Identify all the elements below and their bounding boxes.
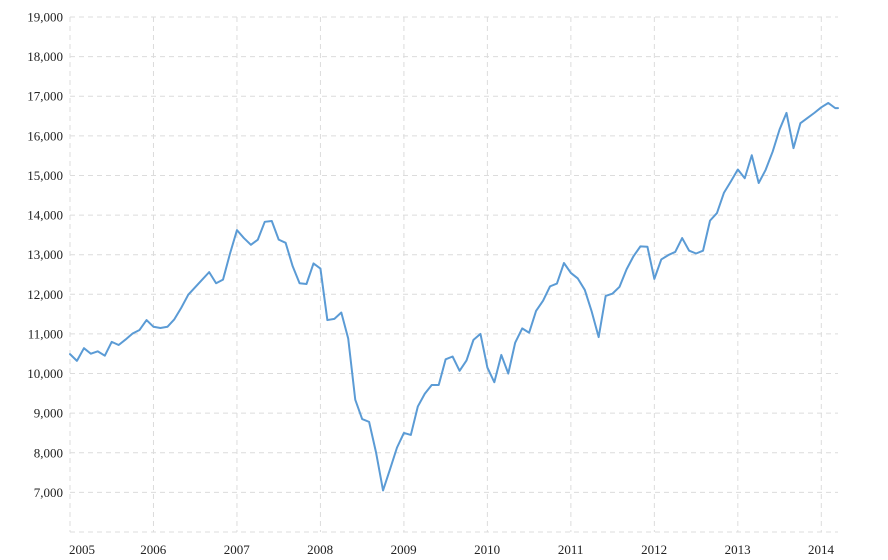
y-tick-label: 16,000 xyxy=(27,128,63,143)
y-tick-label: 9,000 xyxy=(34,406,63,421)
y-tick-label: 15,000 xyxy=(27,168,63,183)
y-tick-label: 18,000 xyxy=(27,49,63,64)
x-tick-label: 2005 xyxy=(69,542,95,557)
x-axis-ticks: 2005 2006 2007 2008 2009 2010 2011 2012 2013 2014 xyxy=(69,542,835,557)
x-tick-label: 2011 xyxy=(558,542,584,557)
series-group xyxy=(69,101,839,492)
y-tick-label: 14,000 xyxy=(27,208,63,223)
x-tick-label: 2013 xyxy=(725,542,751,557)
y-tick-label: 10,000 xyxy=(27,366,63,381)
y-tick-label: 17,000 xyxy=(27,89,63,104)
x-tick-label: 2007 xyxy=(224,542,251,557)
x-tick-label: 2012 xyxy=(641,542,667,557)
series-line-0 xyxy=(69,101,839,492)
y-tick-label: 11,000 xyxy=(28,326,63,341)
x-tick-label: 2008 xyxy=(307,542,333,557)
x-tick-label: 2006 xyxy=(140,542,167,557)
y-axis-ticks: 7,000 8,000 9,000 10,000 11,000 12,000 13,000 1… xyxy=(27,10,63,500)
y-tick-label: 13,000 xyxy=(27,247,63,262)
y-tick-label: 7,000 xyxy=(34,485,63,500)
y-tick-label: 8,000 xyxy=(34,445,63,460)
grid xyxy=(69,16,838,533)
y-tick-label: 19,000 xyxy=(27,10,63,25)
x-tick-label: 2009 xyxy=(391,542,417,557)
x-tick-label: 2010 xyxy=(474,542,500,557)
x-tick-label: 2014 xyxy=(808,542,835,557)
y-tick-label: 12,000 xyxy=(27,287,63,302)
